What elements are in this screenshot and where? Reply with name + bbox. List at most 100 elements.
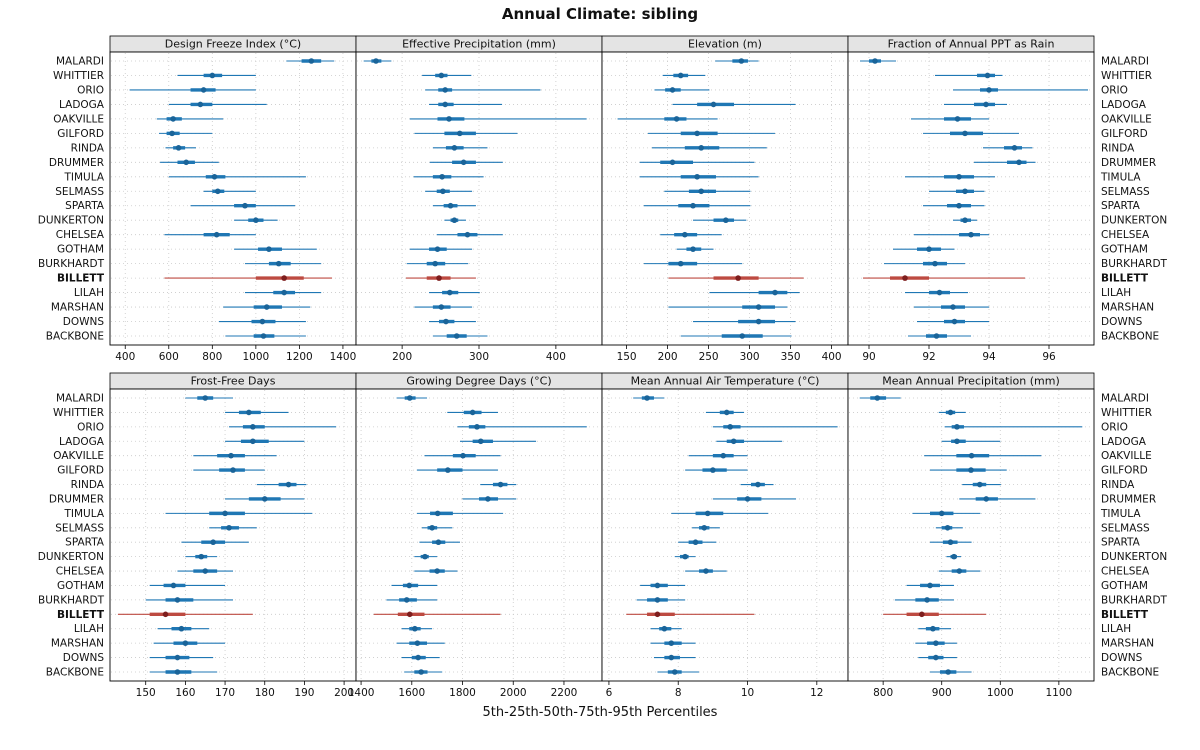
panel-title: Frost-Free Days (191, 375, 276, 388)
percentile-marks-selmass (935, 524, 963, 531)
percentile-marks-dunkerton (234, 217, 278, 224)
percentile-marks-burkhardt (636, 597, 686, 603)
median-dot (228, 452, 234, 459)
median-dot (246, 409, 252, 416)
median-dot (930, 625, 936, 632)
station-label-right: OAKVILLE (1101, 450, 1152, 462)
median-dot (698, 145, 705, 151)
tick-label: 90 (862, 351, 875, 363)
median-dot (308, 58, 315, 64)
percentile-marks-dunkerton (414, 553, 438, 560)
station-label-right: GOTHAM (1101, 244, 1148, 256)
median-dot (260, 333, 267, 339)
station-label-right: RINDA (1101, 142, 1135, 154)
median-dot (275, 260, 282, 267)
median-dot (692, 539, 699, 546)
percentile-marks-drummer (974, 159, 1036, 166)
station-label-left: DRUMMER (49, 493, 104, 505)
percentile-marks-dunkerton (946, 553, 962, 560)
median-dot (469, 409, 476, 416)
median-dot (474, 424, 480, 430)
median-dot (261, 496, 268, 502)
median-dot (986, 87, 992, 93)
median-dot (210, 539, 216, 546)
median-dot (677, 260, 684, 267)
percentile-marks-sparta (923, 202, 985, 209)
station-label-left: CHELSEA (56, 229, 105, 241)
median-dot (701, 524, 708, 531)
median-dot (200, 87, 207, 93)
percentile-marks-chelsea (938, 568, 981, 574)
median-dot (654, 611, 661, 618)
percentile-marks-marshan (650, 640, 696, 646)
median-dot (710, 467, 716, 473)
percentile-marks-gotham (640, 582, 686, 589)
percentile-marks-ladoga (716, 438, 783, 445)
tick-label: 6 (606, 687, 613, 699)
median-dot (414, 640, 421, 646)
tick-label: 800 (873, 687, 893, 699)
median-dot (962, 188, 968, 195)
median-dot (710, 101, 717, 108)
median-dot (951, 553, 957, 560)
station-label-right: BURKHARDT (1101, 258, 1168, 270)
median-dot (281, 289, 287, 296)
station-label-left: LADOGA (59, 436, 105, 448)
percentile-marks-lilah (429, 289, 480, 296)
station-label-left: ORIO (77, 421, 104, 433)
percentile-marks-gotham (893, 246, 955, 252)
chart-title: Annual Climate: sibling (502, 5, 698, 23)
panels-group: MALARDI MALARDI WHITTIER WHITTIER ORIO ORIO LA… (38, 35, 1168, 699)
station-label-right: ORIO (1101, 421, 1128, 433)
station-label-left: TIMULA (63, 171, 104, 183)
percentile-marks-whittier (447, 409, 499, 416)
tick-label: 200 (334, 687, 354, 699)
percentile-marks-gilford (158, 130, 213, 137)
station-label-right: BILLETT (1101, 609, 1149, 621)
tick-label: 94 (982, 351, 996, 363)
tick-label: 200 (392, 351, 412, 363)
station-label-left: GILFORD (57, 465, 104, 477)
median-dot (451, 217, 458, 224)
median-dot (202, 395, 209, 401)
median-dot (406, 582, 413, 589)
median-dot (720, 452, 727, 459)
median-dot (694, 130, 700, 137)
median-dot (438, 304, 445, 310)
percentile-marks-dunkerton (444, 217, 466, 224)
percentile-marks-orio (712, 424, 838, 430)
panel-area (110, 52, 356, 345)
tick-label: 1000 (987, 687, 1014, 699)
median-dot (772, 289, 778, 296)
median-dot (727, 424, 733, 430)
median-dot (281, 275, 287, 281)
percentile-marks-burkhardt (244, 260, 322, 267)
median-dot (170, 582, 177, 589)
station-label-right: DRUMMER (1101, 493, 1156, 505)
percentile-marks-downs (218, 318, 306, 325)
panel-mean-annual-air-temperature-c: Mean Annual Air Temperature (°C) 6 8 10 12 (601, 372, 849, 699)
percentile-marks-whittier (705, 409, 745, 416)
panel-area (848, 52, 1094, 345)
percentile-marks-ladoga (944, 101, 1007, 108)
median-dot (673, 116, 680, 122)
panel-area (602, 389, 848, 681)
median-dot (446, 289, 453, 296)
percentile-marks-lilah (157, 625, 210, 632)
percentile-marks-selmass (203, 188, 256, 195)
percentile-marks-billett (164, 275, 333, 281)
percentile-marks-gilford (416, 467, 499, 473)
percentile-marks-burkhardt (145, 597, 233, 603)
median-dot (373, 58, 379, 64)
median-dot (668, 640, 675, 646)
percentile-marks-gilford (685, 467, 748, 473)
median-dot (654, 582, 661, 589)
median-dot (698, 188, 705, 195)
station-label-left: GOTHAM (57, 244, 104, 256)
percentile-marks-malardi (859, 395, 901, 401)
station-label-right: CHELSEA (1101, 566, 1150, 578)
median-dot (723, 217, 729, 224)
percentile-marks-orio (654, 87, 710, 93)
percentile-marks-malardi (396, 395, 428, 401)
